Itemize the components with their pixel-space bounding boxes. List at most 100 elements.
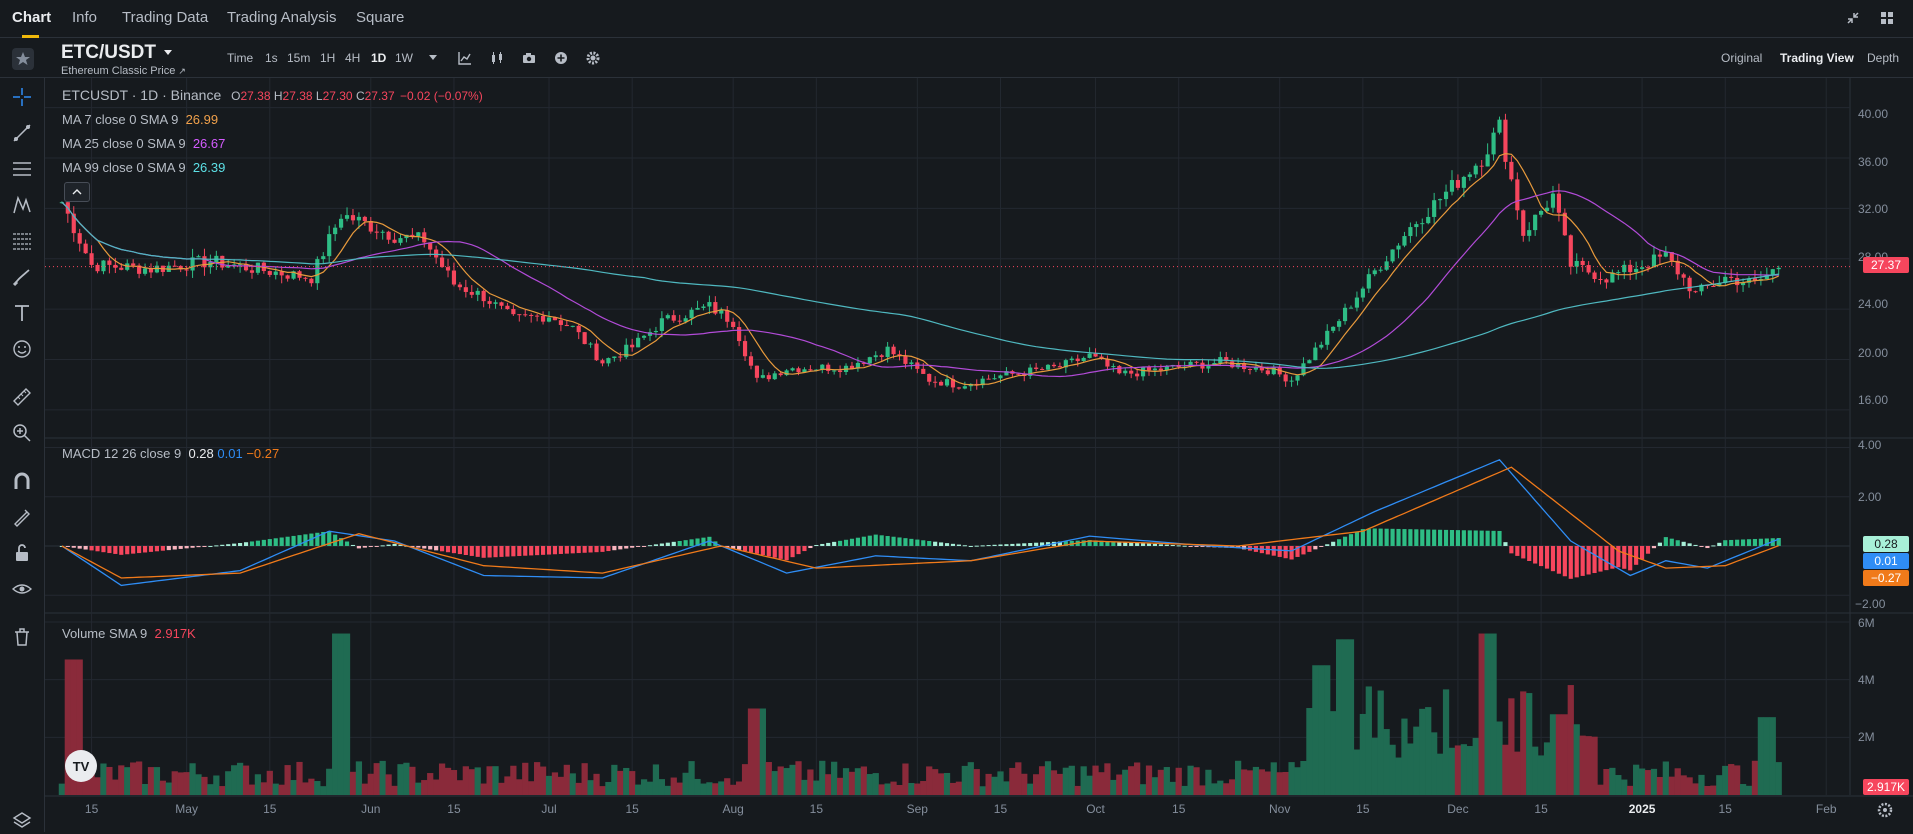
candle-body [410,234,415,237]
ma25-legend[interactable]: MA 25 close 0 SMA 9 26.67 [62,136,225,151]
candle-body [1247,368,1253,370]
timeframe-1s[interactable]: 1s [265,51,278,65]
volume-bar [1027,783,1034,795]
camera-icon[interactable] [522,51,536,65]
volume-bar [1484,633,1491,795]
ma25-value: 26.67 [192,136,226,151]
ma7-legend[interactable]: MA 7 close 0 SMA 9 26.99 [62,112,218,127]
chart-settings-icon[interactable] [1877,802,1893,818]
candle-body [1295,375,1300,381]
candle-body [1004,371,1009,376]
tradingview-logo[interactable]: TV [65,750,97,782]
volume-bar [611,764,618,795]
macd-histogram-bar [1711,545,1716,547]
close-value: 27.37 [364,89,395,103]
magnet-icon[interactable] [9,468,35,494]
candle-body [1604,279,1609,283]
collapse-icon[interactable] [1846,11,1860,25]
candle-body [451,270,457,285]
eye-icon[interactable] [9,576,35,602]
macd-histogram-bar [653,544,659,546]
time-tick: 15 [625,802,639,816]
crosshair-icon[interactable] [9,84,35,110]
brush-icon[interactable] [9,264,35,290]
view-trading-view[interactable]: Trading View [1780,51,1854,65]
candle-body [1034,367,1039,369]
volume-legend[interactable]: Volume SMA 9 2.917K [62,626,196,641]
timeframe-15m[interactable]: 15m [287,51,311,65]
volume-bar [557,776,565,795]
emoji-icon[interactable] [9,336,35,362]
symbol-subtitle[interactable]: Ethereum Classic Price ↗ [61,65,186,77]
volume-bar [1163,767,1170,795]
macd-histogram-bar [1740,539,1746,546]
volume-bar [355,761,363,795]
volume-bar [1401,718,1408,795]
candle-body [1461,176,1466,188]
ruler-icon[interactable] [9,384,35,410]
tab-info[interactable]: Info [72,9,98,26]
low-label: L [315,89,323,103]
layers-icon[interactable] [9,808,35,834]
candle-body [1069,358,1074,361]
timeframe-4h[interactable]: 4H [345,51,361,65]
macd-histogram-bar [1604,545,1609,571]
favorite-star-icon[interactable] [12,48,34,70]
candle-body [838,370,843,373]
volume-bar [1157,769,1165,795]
macd-histogram-bar [142,545,148,553]
ma99-legend[interactable]: MA 99 close 0 SMA 9 26.39 [62,160,225,175]
macd-histogram-bar [754,545,760,554]
macd-legend[interactable]: MACD 12 26 close 9 0.28 0.01 −0.27 [62,446,279,461]
view-depth[interactable]: Depth [1867,51,1900,65]
timeframe-1h[interactable]: 1H [320,51,336,65]
symbol-pair[interactable]: ETC/USDT [61,42,156,63]
volume-bar [58,783,65,795]
volume-bar [1597,784,1604,795]
macd-histogram-bar [909,538,914,546]
timeframe-1d[interactable]: 1D [371,51,387,65]
tab-trading-analysis[interactable]: Trading Analysis [227,9,337,26]
collapse-legend-button[interactable] [64,182,90,202]
volume-bar [516,779,523,795]
caret-down-icon[interactable] [163,49,173,57]
candle-type-icon[interactable] [490,51,504,65]
last-price-tag: 27.37 [1863,257,1909,273]
candle-body [677,320,682,322]
fib-levels-icon[interactable] [9,228,35,254]
indicator-icon[interactable] [458,51,472,65]
tab-trading-data[interactable]: Trading Data [122,9,209,26]
macd-histogram-bar [1236,545,1241,549]
view-original[interactable]: Original [1721,51,1763,65]
text-tool-icon[interactable] [9,300,35,326]
timeframe-dropdown-icon[interactable] [428,55,438,61]
macd-tick: −2.00 [1855,597,1886,611]
unlock-icon[interactable] [9,540,35,566]
macd-histogram-bar [1372,528,1377,546]
pattern-icon[interactable] [9,192,35,218]
add-circle-icon[interactable] [554,51,568,65]
lock-drawing-icon[interactable] [9,504,35,530]
candle-body [897,354,902,356]
macd-histogram-bar [321,531,326,546]
macd-histogram-bar [772,545,777,558]
grid-layout-icon[interactable] [1880,11,1894,25]
settings-gear-icon[interactable] [586,51,600,65]
timeframe-1w[interactable]: 1W [395,51,413,65]
trend-line-icon[interactable] [9,120,35,146]
tab-chart[interactable]: Chart [12,9,52,26]
macd-histogram-bar [784,545,789,561]
volume-bar [100,763,107,795]
volume-bar [510,765,517,795]
trash-icon[interactable] [9,624,35,650]
zoom-in-icon[interactable] [9,420,35,446]
volume-bar [1044,761,1052,795]
candle-body [107,260,112,265]
tab-square[interactable]: Square [356,9,405,26]
macd-histogram-bar [689,539,694,546]
volume-bar [361,783,368,795]
candle-body [1331,326,1336,331]
macd-histogram-bar [1687,543,1692,546]
horizontal-lines-icon[interactable] [9,156,35,182]
